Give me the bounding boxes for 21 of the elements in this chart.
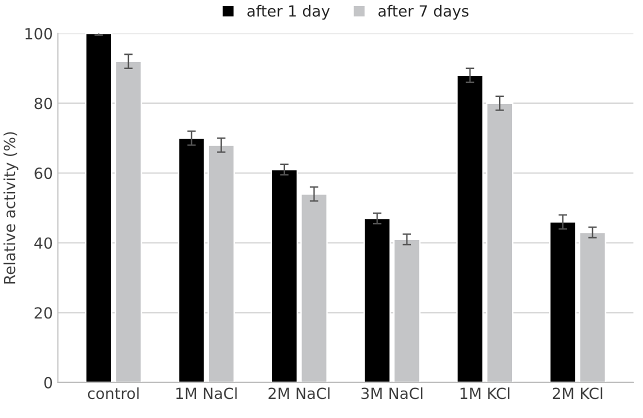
y-axis-title: Relative activity (%) (4, 132, 18, 284)
y-tick-label: 80 (34, 98, 52, 110)
legend-label: after 1 day (247, 4, 330, 20)
bar (363, 218, 391, 382)
y-tick-label: 20 (34, 307, 52, 319)
bar (178, 137, 206, 382)
x-tick-label: 2M KCl (552, 387, 602, 400)
y-tick-label: 0 (44, 376, 52, 388)
x-tick-label: 3M NaCl (361, 387, 422, 400)
bar (85, 33, 112, 382)
bar (456, 74, 484, 382)
legend-label: after 7 days (378, 4, 468, 20)
y-tick-label: 40 (34, 237, 52, 249)
x-tick-label: control (88, 387, 139, 400)
bar (270, 168, 298, 382)
x-tick-label: 2M NaCl (268, 387, 330, 400)
bar (549, 221, 576, 382)
x-tick-label: 1M KCl (460, 387, 510, 400)
y-tick-label: 100 (26, 28, 52, 40)
y-tick-label: 60 (34, 168, 52, 180)
x-tick-label: 1M NaCl (176, 387, 237, 400)
